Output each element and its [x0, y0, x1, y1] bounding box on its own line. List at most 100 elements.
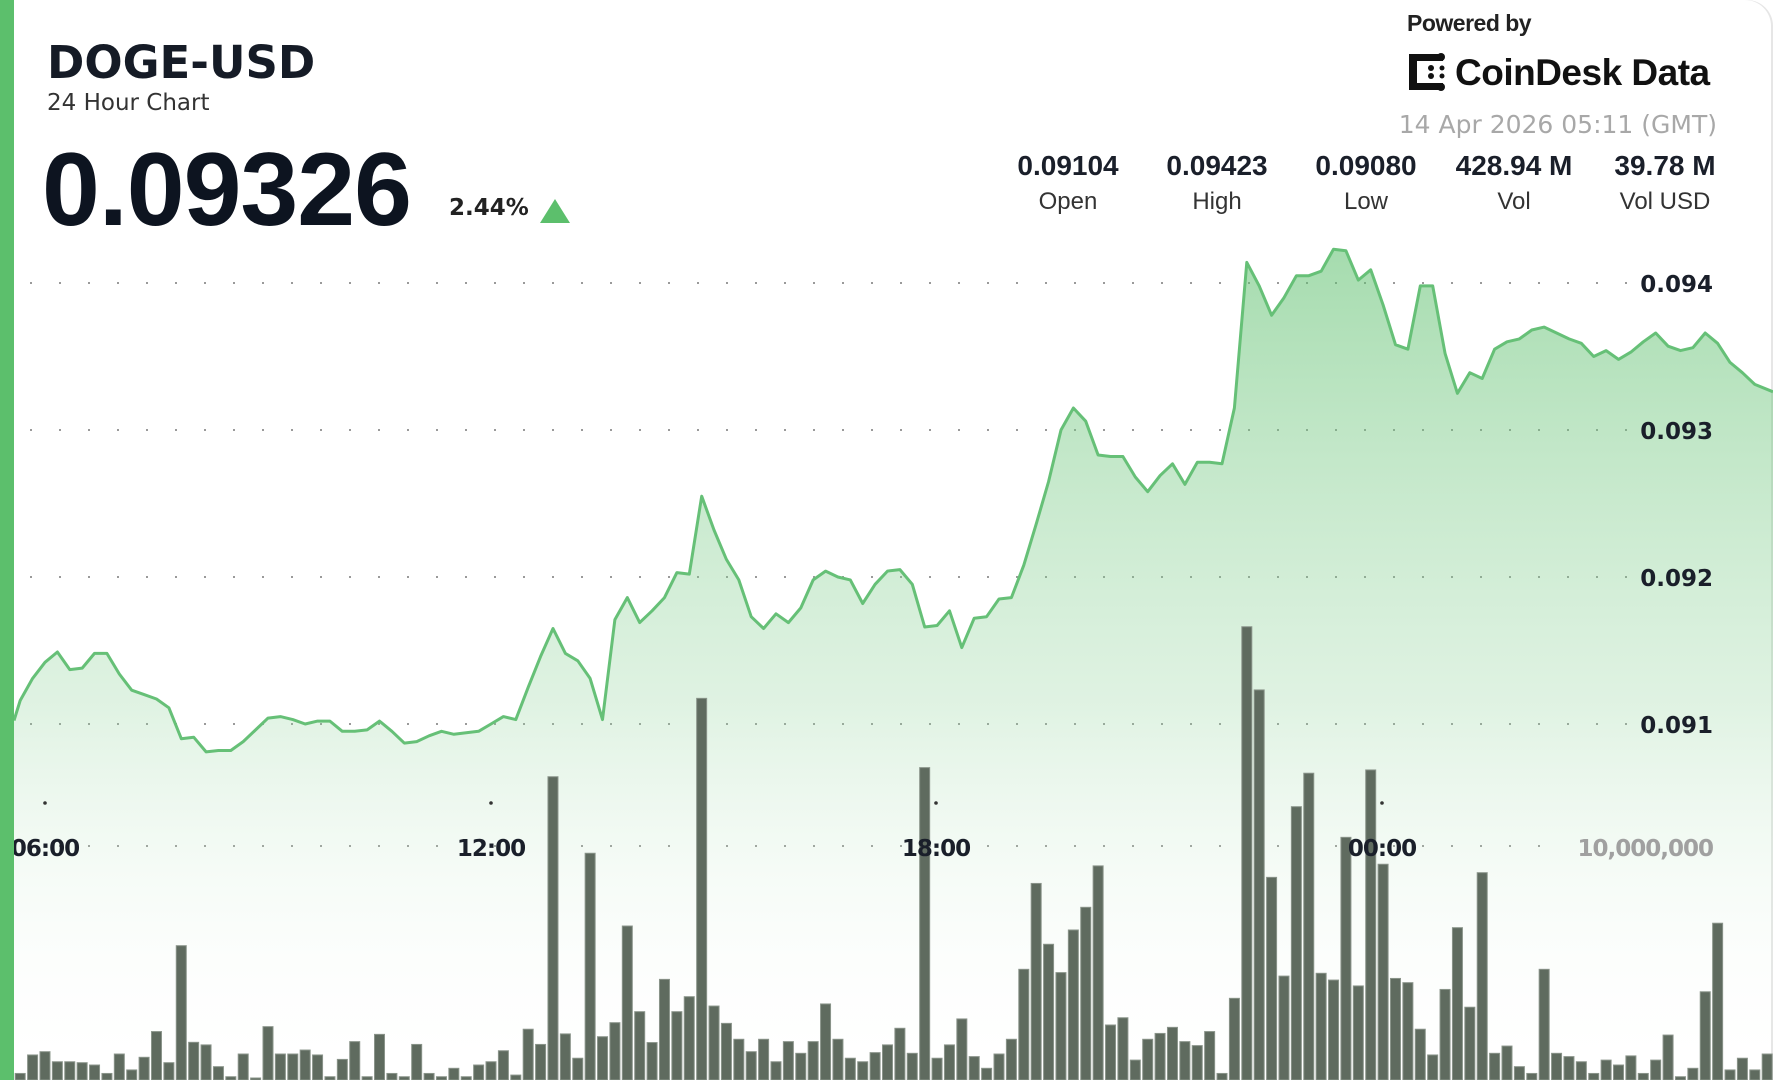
volume-bar [1749, 1069, 1761, 1080]
y-tick-label: 0.092 [1640, 566, 1713, 592]
stat-value: 0.09080 [1315, 150, 1417, 181]
volume-bar [1340, 836, 1352, 1080]
volume-bar [547, 776, 559, 1080]
volume-bar [336, 1058, 348, 1080]
volume-bar [497, 1050, 509, 1080]
volume-bar [1191, 1045, 1203, 1080]
volume-bar [1513, 1066, 1525, 1080]
volume-bar [262, 1026, 274, 1080]
x-tick-mark [1380, 801, 1384, 805]
volume-bar [1414, 1028, 1426, 1080]
stat-label: High [1192, 188, 1242, 215]
volume-bar [770, 1061, 782, 1080]
volume-bar [1266, 876, 1278, 1080]
volume-bar [572, 1057, 584, 1080]
volume-bar [1489, 1052, 1501, 1080]
volume-bar [287, 1053, 299, 1080]
volume-bar [1204, 1031, 1216, 1080]
volume-bar [1365, 769, 1377, 1080]
volume-bar [1563, 1056, 1575, 1080]
volume-bar [1712, 922, 1724, 1080]
coindesk-logo[interactable]: CoinDesk Data [1407, 52, 1710, 92]
volume-bar [1402, 982, 1414, 1080]
volume-bar [200, 1044, 212, 1080]
volume-bar [1129, 1059, 1141, 1080]
stat-value: 39.78 M [1614, 150, 1716, 181]
volume-bar [733, 1038, 745, 1080]
volume-bar [671, 1011, 683, 1080]
volume-bar [250, 1077, 262, 1080]
powered-by-label: Powered by [1407, 10, 1532, 36]
volume-bar [1613, 1064, 1625, 1080]
volume-bar [708, 1005, 720, 1080]
volume-bar [1328, 979, 1340, 1080]
volume-bar [621, 925, 633, 1080]
stat-low: 0.09080 Low [1296, 152, 1436, 214]
volume-bar [1018, 968, 1030, 1080]
stat-label: Vol USD [1619, 188, 1711, 215]
volume-bar [39, 1051, 51, 1080]
volume-bar [795, 1052, 807, 1080]
volume-bar [274, 1053, 286, 1080]
stat-vol-usd: 39.78 M Vol USD [1595, 152, 1735, 214]
volume-bar [1451, 927, 1463, 1080]
volume-bar [76, 1062, 88, 1080]
price-line [12, 247, 1773, 754]
triangle-up-icon [540, 199, 570, 223]
volume-bar [894, 1027, 906, 1080]
volume-bar [522, 1028, 534, 1080]
volume-bar [906, 1052, 918, 1080]
volume-bar [1303, 772, 1315, 1080]
volume-bar [510, 1074, 522, 1080]
volume-bar [1005, 1038, 1017, 1080]
axis-labels: 0.094 0.093 0.092 0.091 06:00 12:00 18:00 00:00… [11, 272, 1714, 862]
volume-bar [349, 1041, 361, 1080]
volume-bar [1080, 906, 1092, 1080]
x-tick-label: 00:00 [1348, 836, 1416, 862]
accent-stripe [0, 0, 14, 1080]
volume-bar [1476, 872, 1488, 1080]
volume-bar [584, 852, 596, 1080]
volume-bar [993, 1053, 1005, 1080]
volume-bar [820, 1003, 832, 1080]
volume-bar [745, 1051, 757, 1080]
volume-bar [113, 1053, 125, 1080]
volume-bar [1253, 689, 1265, 1080]
volume-bar [1216, 1072, 1228, 1080]
volume-bar [386, 1072, 398, 1080]
symbol-title: DOGE-USD [47, 36, 316, 89]
volume-bar [1154, 1032, 1166, 1080]
x-tick-label: 12:00 [457, 836, 525, 862]
volume-bar [1736, 1057, 1748, 1080]
volume-bar [1699, 991, 1711, 1080]
y-tick-label: 0.091 [1640, 713, 1713, 739]
volume-bar [1092, 865, 1104, 1080]
current-price: 0.09326 [42, 132, 412, 248]
volume-bar [1687, 1067, 1699, 1080]
stat-value: 0.09423 [1166, 150, 1268, 181]
volume-bar [1625, 1055, 1637, 1080]
volume-bar [163, 1062, 175, 1080]
price-area [14, 249, 1773, 1080]
volume-bar [14, 1072, 26, 1080]
volume-bar [1526, 1072, 1538, 1080]
volume-bar [832, 1038, 844, 1080]
stat-high: 0.09423 High [1147, 152, 1287, 214]
volume-bar [782, 1041, 794, 1080]
volume-bar [448, 1067, 460, 1080]
volume-bar [882, 1044, 893, 1080]
volume-bar [1724, 1069, 1736, 1080]
volume-bar [188, 1041, 200, 1080]
volume-bar [758, 1038, 770, 1080]
volume-bar [1538, 968, 1550, 1080]
volume-bar [411, 1043, 423, 1080]
coindesk-logo-icon [1409, 53, 1445, 91]
volume-bar [1117, 1017, 1129, 1080]
volume-bar [423, 1072, 435, 1080]
volume-bar [101, 1072, 113, 1080]
volume-bar [683, 996, 695, 1080]
timestamp: 14 Apr 2026 05:11 (GMT) [1398, 110, 1717, 139]
volume-bar [1501, 1045, 1513, 1080]
stat-open: 0.09104 Open [998, 152, 1138, 214]
